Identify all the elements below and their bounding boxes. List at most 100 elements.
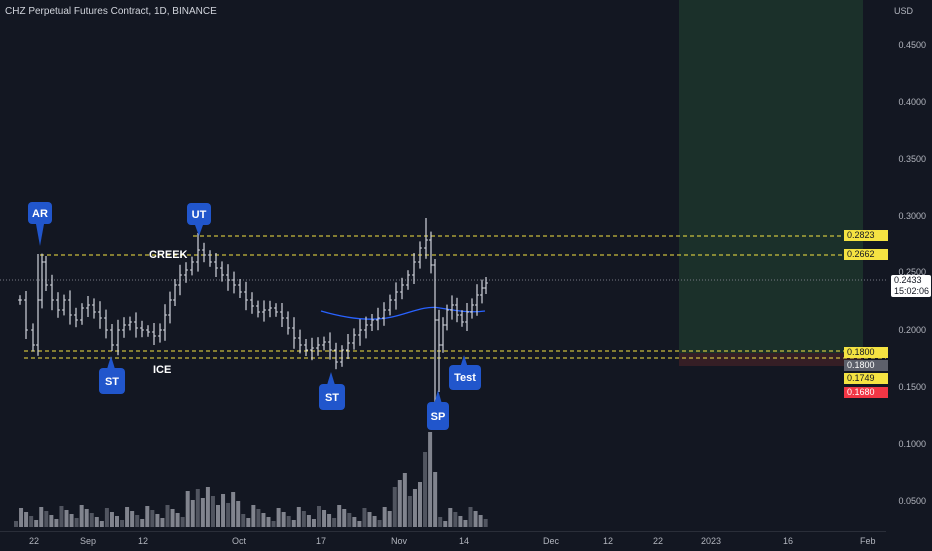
volume-bar	[170, 509, 175, 527]
volume-bar	[266, 517, 271, 527]
volume-bar	[337, 505, 342, 527]
volume-bar	[205, 487, 210, 527]
volume-bar	[226, 503, 231, 527]
volume-bar	[24, 512, 29, 527]
volume-bar	[382, 507, 387, 527]
currency-label: USD	[894, 6, 914, 16]
volume-bar	[402, 473, 407, 527]
time-tick: 17	[316, 536, 327, 546]
volume-bar	[74, 518, 79, 527]
volume-bar	[125, 507, 130, 527]
volume-bar	[342, 509, 347, 527]
label-ut-text: UT	[192, 209, 207, 221]
volume-group	[14, 432, 488, 527]
volume-bar	[261, 513, 266, 527]
label-st-2-text: ST	[325, 392, 339, 404]
chart-title: CHZ Perpetual Futures Contract, 1D, BINA…	[5, 6, 217, 17]
price-tag-0-1800-gray: 0.1800	[844, 360, 888, 371]
price-tag-0-1749: 0.1749	[844, 373, 888, 384]
volume-bar	[271, 521, 276, 527]
volume-bar	[200, 498, 205, 527]
volume-bar	[362, 508, 367, 527]
time-tick: Nov	[391, 536, 408, 546]
volume-bar	[69, 514, 74, 527]
time-tick: Feb	[860, 536, 876, 546]
volume-bar	[352, 517, 357, 527]
volume-bar	[463, 520, 468, 527]
volume-bar	[155, 514, 160, 527]
volume-bar	[448, 508, 453, 527]
volume-bar	[412, 489, 417, 527]
label-creek: CREEK	[149, 249, 188, 261]
volume-bar	[185, 491, 190, 527]
price-tag-0-2823: 0.2823	[844, 230, 888, 241]
label-ice: ICE	[153, 364, 171, 376]
volume-bar	[478, 515, 483, 527]
volume-bar	[372, 516, 377, 527]
volume-bar	[104, 508, 109, 527]
price-tag-0-1680: 0.1680	[844, 387, 888, 398]
volume-bar	[468, 507, 473, 527]
volume-bar	[175, 513, 180, 527]
volume-bar	[428, 432, 433, 527]
label-st-1: ST	[99, 356, 125, 394]
volume-bar	[327, 514, 332, 527]
label-st-1-text: ST	[105, 376, 119, 388]
volume-bar	[347, 513, 352, 527]
volume-bar	[256, 509, 261, 527]
volume-bar	[397, 480, 402, 527]
volume-bar	[221, 494, 226, 527]
price-tick: 0.1000	[898, 439, 926, 449]
current-price-value: 0.2433	[894, 275, 922, 285]
volume-bar	[165, 505, 170, 527]
volume-bar	[94, 517, 99, 527]
volume-bar	[458, 516, 463, 527]
volume-bar	[19, 508, 24, 527]
label-sp: SP	[427, 390, 449, 430]
volume-bar	[14, 521, 18, 527]
volume-bar	[99, 521, 104, 527]
volume-bar	[79, 505, 84, 527]
price-tag-0-2662: 0.2662	[844, 249, 888, 260]
volume-bar	[483, 519, 488, 527]
volume-bar	[54, 519, 59, 527]
volume-bar	[190, 500, 195, 527]
label-sp-text: SP	[431, 411, 446, 423]
volume-bar	[216, 505, 220, 527]
ma-line	[320, 306, 486, 320]
label-st-2: ST	[319, 372, 345, 410]
stop-zone	[679, 353, 863, 366]
price-tick: 0.2000	[898, 325, 926, 335]
volume-bar	[286, 516, 291, 527]
price-tick: 0.1500	[898, 382, 926, 392]
volume-bar	[135, 515, 140, 527]
price-tick: 0.2500	[898, 267, 926, 277]
volume-bar	[311, 519, 316, 527]
price-tick: 0.3000	[898, 211, 926, 221]
volume-bar	[241, 514, 246, 527]
time-tick: 2023	[701, 536, 722, 546]
volume-bar	[115, 516, 119, 527]
volume-bar	[251, 505, 256, 527]
volume-bar	[281, 512, 286, 527]
price-tick: 0.4500	[898, 40, 926, 50]
time-tick: 22	[653, 536, 664, 546]
time-tick: Dec	[543, 536, 560, 546]
time-axis[interactable]: 22 Sep 12 Oct 17 Nov 14 Dec 12 22 2023 1…	[0, 531, 886, 551]
volume-bar	[210, 496, 215, 527]
label-ar-text: AR	[32, 208, 48, 220]
volume-bar	[407, 496, 412, 527]
volume-bar	[150, 510, 155, 527]
label-ut: UT	[187, 203, 211, 236]
time-tick: 16	[783, 536, 794, 546]
volume-bar	[145, 506, 150, 527]
volume-bar	[246, 518, 251, 527]
volume-bar	[392, 487, 397, 527]
volume-bar	[44, 511, 49, 527]
volume-bar	[438, 517, 443, 527]
volume-bar	[34, 520, 39, 527]
volume-bar	[377, 520, 382, 527]
volume-bar	[317, 506, 321, 527]
